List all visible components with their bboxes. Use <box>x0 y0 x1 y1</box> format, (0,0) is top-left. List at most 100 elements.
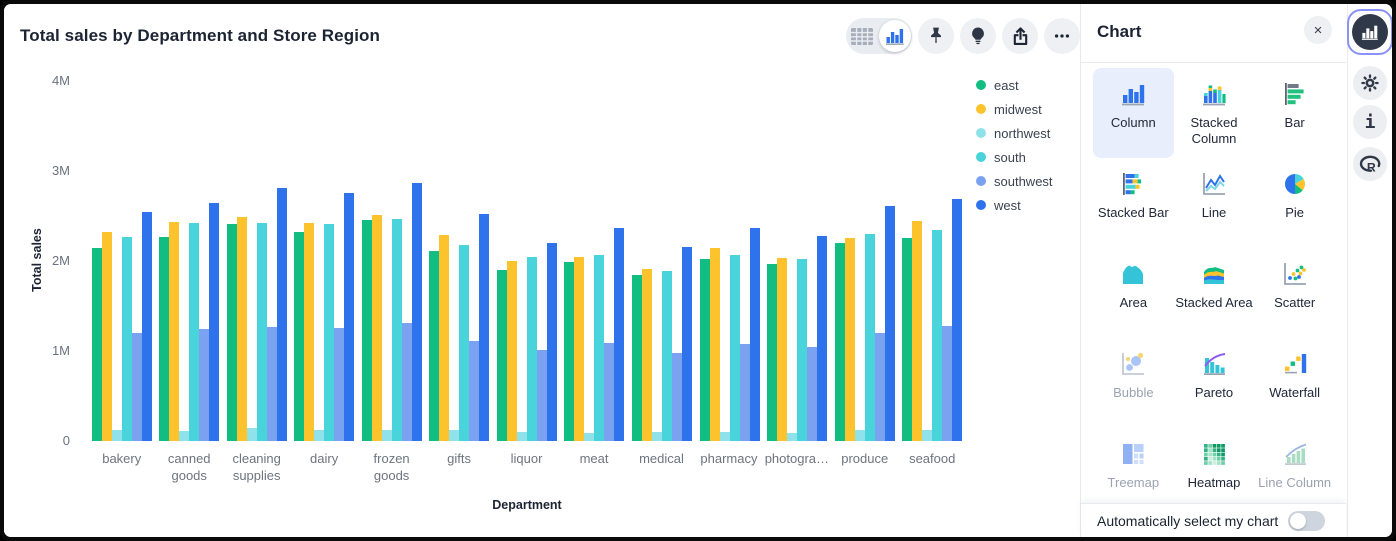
bar-south[interactable] <box>256 223 267 441</box>
bar-east[interactable] <box>294 232 305 441</box>
chart-type-stacked-column[interactable]: Stacked Column <box>1174 68 1255 158</box>
bar-east[interactable] <box>159 237 170 441</box>
bar-northwest[interactable] <box>787 433 798 441</box>
bar-west[interactable] <box>749 228 760 441</box>
bar-west[interactable] <box>682 247 693 441</box>
bar-west[interactable] <box>141 212 152 441</box>
bar-midwest[interactable] <box>169 222 180 441</box>
chart-type-area[interactable]: Area <box>1093 248 1174 338</box>
bar-southwest[interactable] <box>807 347 818 441</box>
bar-east[interactable] <box>496 270 507 441</box>
bar-west[interactable] <box>276 188 287 441</box>
bar-northwest[interactable] <box>652 432 663 441</box>
bar-midwest[interactable] <box>642 269 653 441</box>
bar-east[interactable] <box>767 264 778 441</box>
bar-east[interactable] <box>429 251 440 441</box>
bar-south[interactable] <box>189 223 200 441</box>
bar-west[interactable] <box>884 206 895 441</box>
bar-south[interactable] <box>121 237 132 441</box>
bar-northwest[interactable] <box>179 431 190 441</box>
bar-south[interactable] <box>797 259 808 441</box>
bar-northwest[interactable] <box>584 433 595 441</box>
bar-west[interactable] <box>209 203 220 441</box>
bar-south[interactable] <box>662 271 673 441</box>
bar-west[interactable] <box>817 236 828 441</box>
bar-south[interactable] <box>729 255 740 441</box>
bar-northwest[interactable] <box>719 432 730 441</box>
bar-northwest[interactable] <box>111 430 122 441</box>
bar-northwest[interactable] <box>854 430 865 441</box>
bar-southwest[interactable] <box>874 333 885 441</box>
chart-type-pareto[interactable]: Pareto <box>1174 338 1255 428</box>
bar-southwest[interactable] <box>401 323 412 441</box>
bar-west[interactable] <box>546 243 557 441</box>
chart-type-stacked-bar[interactable]: Stacked Bar <box>1093 158 1174 248</box>
bar-west[interactable] <box>411 183 422 441</box>
bar-south[interactable] <box>391 219 402 441</box>
bar-west[interactable] <box>344 193 355 441</box>
rail-settings-button[interactable] <box>1353 66 1387 100</box>
bar-west[interactable] <box>479 214 490 441</box>
bar-northwest[interactable] <box>381 430 392 441</box>
bar-east[interactable] <box>361 220 372 441</box>
bar-midwest[interactable] <box>506 261 517 441</box>
legend-item-midwest[interactable]: midwest <box>976 97 1053 121</box>
bar-west[interactable] <box>614 228 625 441</box>
bar-south[interactable] <box>526 257 537 441</box>
bar-southwest[interactable] <box>266 327 277 441</box>
bar-midwest[interactable] <box>844 238 855 441</box>
bar-northwest[interactable] <box>314 430 325 441</box>
bar-southwest[interactable] <box>131 333 142 441</box>
bar-midwest[interactable] <box>101 232 112 441</box>
chart-type-scatter[interactable]: Scatter <box>1254 248 1335 338</box>
bar-midwest[interactable] <box>912 221 923 441</box>
chart-type-waterfall[interactable]: Waterfall <box>1254 338 1335 428</box>
more-options-button[interactable] <box>1044 18 1080 54</box>
bar-east[interactable] <box>834 243 845 441</box>
bar-northwest[interactable] <box>449 430 460 441</box>
bar-midwest[interactable] <box>574 257 585 441</box>
bar-south[interactable] <box>864 234 875 441</box>
bar-midwest[interactable] <box>709 248 720 441</box>
legend-item-west[interactable]: west <box>976 193 1053 217</box>
bar-southwest[interactable] <box>536 350 547 441</box>
bar-east[interactable] <box>902 238 913 441</box>
chart-type-stacked-area[interactable]: Stacked Area <box>1174 248 1255 338</box>
pin-button[interactable] <box>918 18 954 54</box>
rail-info-button[interactable]: i <box>1353 105 1387 139</box>
bar-midwest[interactable] <box>777 258 788 441</box>
rail-r-language-button[interactable]: R <box>1353 147 1387 181</box>
legend-item-east[interactable]: east <box>976 73 1053 97</box>
legend-item-northwest[interactable]: northwest <box>976 121 1053 145</box>
bar-southwest[interactable] <box>604 343 615 441</box>
bar-southwest[interactable] <box>672 353 683 441</box>
chart-type-bar[interactable]: Bar <box>1254 68 1335 158</box>
bar-east[interactable] <box>632 275 643 441</box>
insights-button[interactable] <box>960 18 996 54</box>
bar-southwest[interactable] <box>469 341 480 441</box>
bar-southwest[interactable] <box>199 329 210 441</box>
table-view-icon[interactable] <box>846 27 878 45</box>
share-button[interactable] <box>1002 18 1038 54</box>
bar-south[interactable] <box>594 255 605 441</box>
column-chart-view-icon[interactable] <box>879 20 911 52</box>
bar-south[interactable] <box>932 230 943 441</box>
bar-northwest[interactable] <box>246 428 257 441</box>
bar-east[interactable] <box>226 224 237 441</box>
close-panel-button[interactable]: × <box>1304 16 1332 44</box>
bar-east[interactable] <box>91 248 102 441</box>
bar-east[interactable] <box>564 262 575 441</box>
bar-southwest[interactable] <box>739 344 750 441</box>
chart-type-line[interactable]: Line <box>1174 158 1255 248</box>
bar-east[interactable] <box>699 259 710 441</box>
bar-midwest[interactable] <box>371 215 382 441</box>
bar-midwest[interactable] <box>439 235 450 441</box>
bar-southwest[interactable] <box>334 328 345 441</box>
chart-type-column[interactable]: Column <box>1093 68 1174 158</box>
legend-item-southwest[interactable]: southwest <box>976 169 1053 193</box>
chart-type-heatmap[interactable]: Heatmap <box>1174 428 1255 503</box>
view-toggle[interactable] <box>846 18 912 54</box>
rail-chart-button[interactable] <box>1347 9 1392 55</box>
bar-west[interactable] <box>952 199 963 441</box>
auto-select-toggle[interactable] <box>1288 510 1326 531</box>
